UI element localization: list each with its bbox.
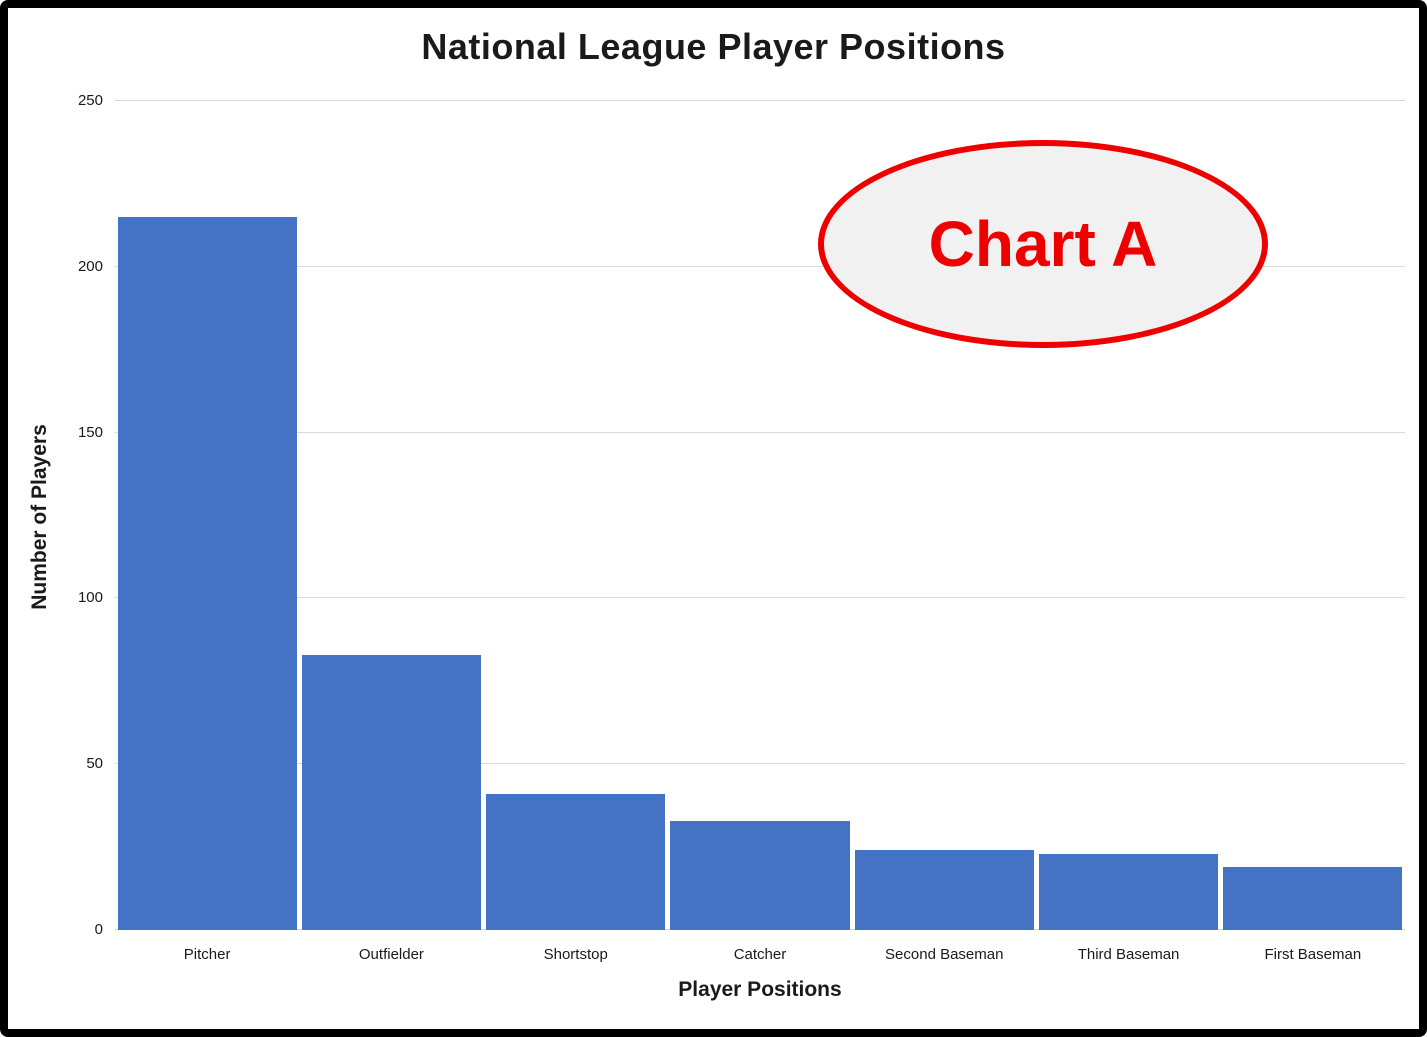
gridline [115, 265, 1405, 267]
x-category-label: Catcher [733, 946, 787, 963]
y-tick-label: 200 [77, 257, 103, 275]
y-tick-label: 0 [94, 921, 103, 938]
gridline [115, 763, 1405, 765]
bar-shortstop [486, 794, 666, 930]
bar-first-baseman [1223, 867, 1403, 930]
bar-third-baseman [1038, 853, 1219, 930]
x-category-label: First Baseman [1264, 946, 1362, 963]
y-tick-labels: 0 50 100 150 200 250 [33, 92, 103, 938]
x-category-label: Third Baseman [1077, 946, 1180, 963]
bar-slot [484, 101, 668, 930]
bars [115, 101, 1405, 930]
bar-outfielder [301, 654, 482, 930]
gridline [115, 100, 1405, 101]
bar-slot [299, 101, 483, 930]
bar-slot [1036, 101, 1220, 930]
x-category-label: Pitcher [183, 946, 231, 963]
y-tick-label: 250 [77, 92, 103, 109]
y-tick-label: 150 [77, 423, 103, 441]
x-category-label: Shortstop [543, 946, 608, 963]
y-tick-label: 100 [77, 589, 103, 607]
chart-title: National League Player Positions [421, 26, 1006, 67]
y-tick-label: 50 [86, 755, 103, 773]
plot-area [115, 100, 1405, 930]
chart-a-annotation-label: Chart A [928, 208, 1158, 280]
bar-slot [115, 101, 299, 930]
bar-catcher [670, 820, 850, 930]
x-axis-title: Player Positions [678, 978, 842, 1001]
x-category-labels: Pitcher Outfielder Shortstop Catcher Second … [115, 946, 1405, 963]
gridline [115, 431, 1405, 433]
bar-second-baseman [854, 850, 1034, 930]
gridline [115, 597, 1405, 599]
bar-slot [668, 101, 852, 930]
x-category-label: Second Baseman [885, 946, 1004, 963]
bar-slot [852, 101, 1036, 930]
chart-a-annotation-ellipse: Chart A [818, 140, 1268, 348]
x-category-label: Outfielder [358, 946, 424, 963]
bar-slot [1221, 101, 1405, 930]
bar-pitcher [117, 217, 297, 930]
